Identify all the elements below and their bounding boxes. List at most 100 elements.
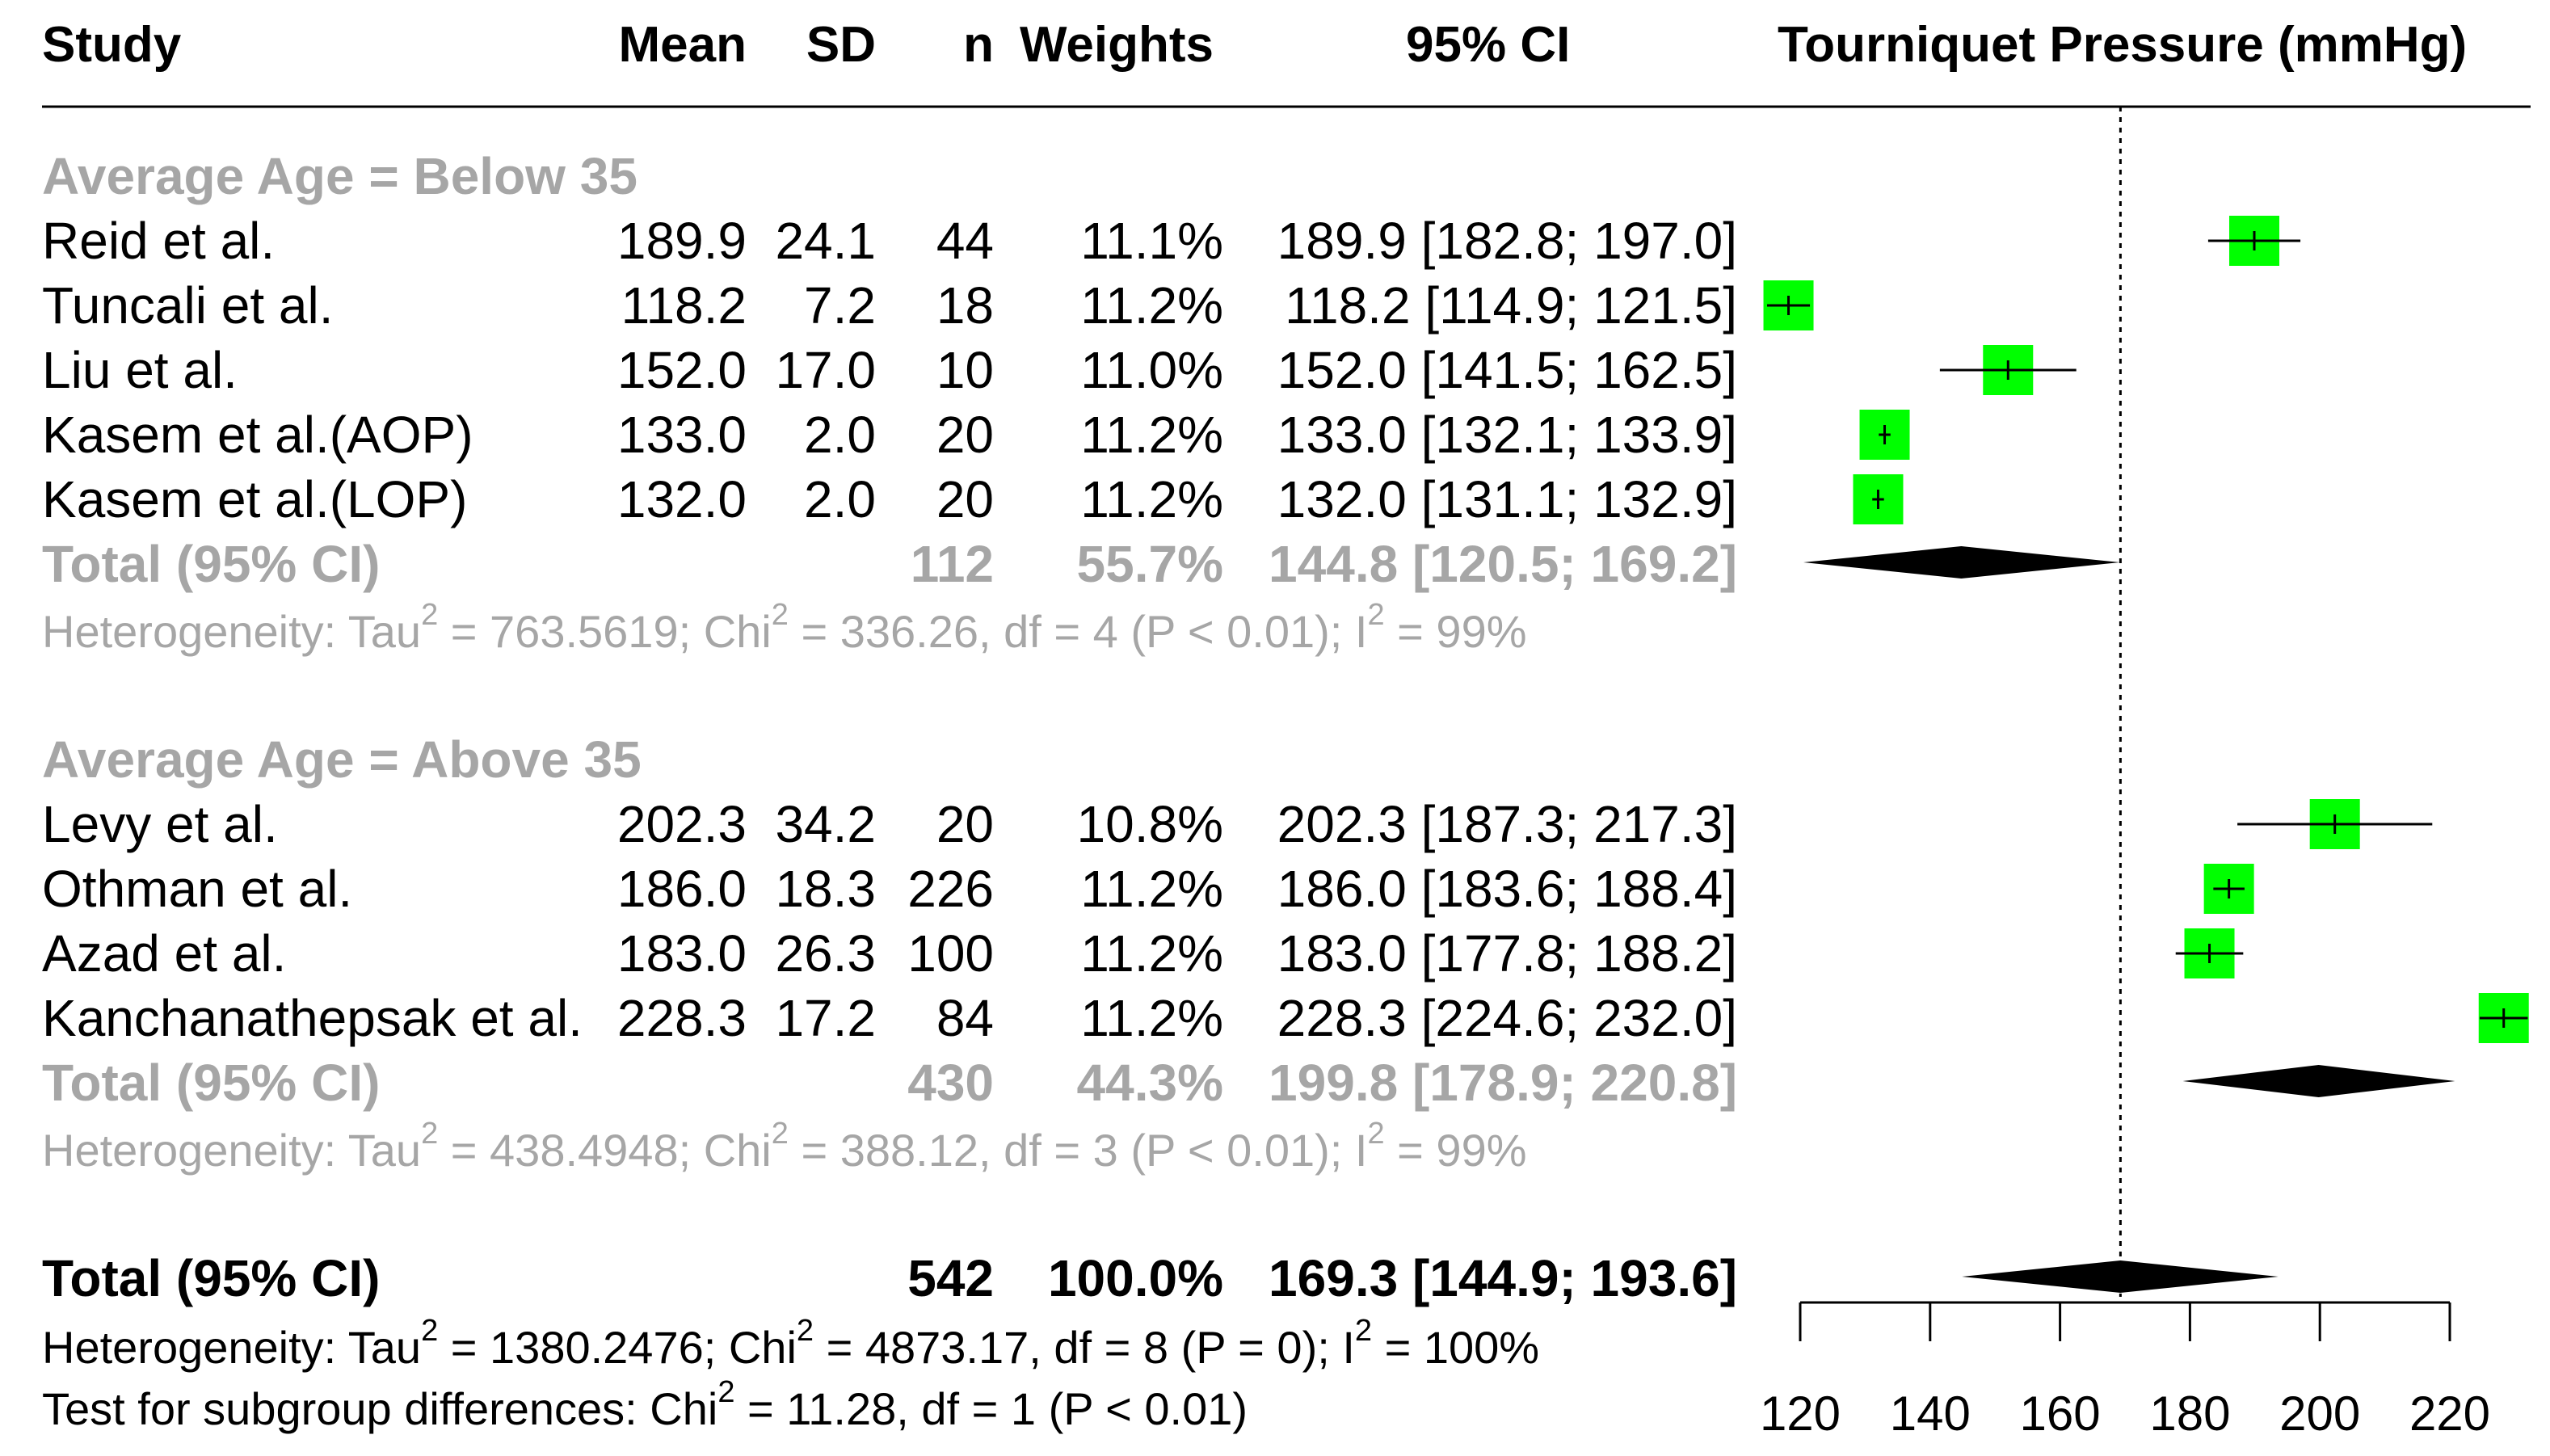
x-axis-tick-label: 220 [2409,1387,2490,1441]
study-mean: 189.9 [616,212,747,270]
study-n: 10 [936,341,994,399]
subgroup-total-ci: 144.8 [120.5; 169.2] [1269,535,1737,593]
header-weights: Weights [1020,17,1214,73]
x-axis-tick-label: 120 [1760,1387,1841,1441]
study-mean: 132.0 [616,470,747,528]
study-ci: 189.9 [182.8; 197.0] [1277,212,1737,270]
header-mean: Mean [618,17,747,73]
x-axis-tick-label: 200 [2279,1387,2360,1441]
heterogeneity-text: Test for subgroup differences: Chi [42,1383,718,1434]
subgroup-heterogeneity: Heterogeneity: Tau2 = 438.4948; Chi2 = 3… [42,1118,1527,1176]
study-name: Kasem et al.(LOP) [42,470,468,528]
heterogeneity-text: = 99% [1384,606,1527,657]
study-n: 84 [936,989,994,1047]
header-ci: 95% CI [1406,17,1571,73]
subgroup-total-label: Total (95% CI) [42,535,381,593]
study-ci: 133.0 [132.1; 133.9] [1277,406,1737,464]
study-name: Liu et al. [42,341,238,399]
study-mean: 228.3 [616,989,747,1047]
overall-diamond [1962,1260,2279,1293]
subgroup-diamond [2182,1065,2455,1097]
subgroup-total-n: 112 [910,535,994,593]
study-n: 20 [936,406,994,464]
subgroup-heterogeneity: Heterogeneity: Tau2 = 763.5619; Chi2 = 3… [42,600,1527,657]
study-n: 18 [936,276,994,335]
study-weight: 11.2% [1080,924,1223,983]
subgroup-total-weight: 55.7% [1076,535,1223,593]
x-axis-tick-label: 160 [2020,1387,2101,1441]
study-name: Levy et al. [42,795,278,853]
study-name: Kanchanathepsak et al. [42,989,583,1047]
header-n: n [963,17,994,73]
superscript: 2 [771,1117,789,1151]
heterogeneity-text: = 11.28, df = 1 (P < 0.01) [734,1383,1248,1434]
study-mean: 118.2 [621,276,747,335]
study-n: 20 [936,470,994,528]
group-title: Average Age = Above 35 [42,730,642,789]
study-sd: 24.1 [775,212,876,270]
study-sd: 2.0 [804,470,876,528]
study-weight: 11.2% [1080,860,1223,918]
heterogeneity-text: = 1380.2476; Chi [438,1322,797,1373]
subgroup-total-label: Total (95% CI) [42,1054,381,1112]
study-weight: 11.2% [1080,470,1223,528]
superscript: 2 [421,598,439,632]
overall-heterogeneity: Heterogeneity: Tau2 = 1380.2476; Chi2 = … [42,1315,1540,1373]
study-ci: 132.0 [131.1; 132.9] [1277,470,1737,528]
study-sd: 17.2 [775,989,876,1047]
heterogeneity-text: = 100% [1372,1322,1540,1373]
study-name: Reid et al. [42,212,276,270]
overall-total-ci: 169.3 [144.9; 193.6] [1269,1249,1737,1307]
x-axis-tick-label: 140 [1890,1387,1971,1441]
subgroup-total-weight: 44.3% [1076,1054,1223,1112]
superscript: 2 [771,598,789,632]
study-name: Othman et al. [42,860,353,918]
heterogeneity-text: = 763.5619; Chi [438,606,772,657]
study-mean: 133.0 [616,406,747,464]
study-sd: 26.3 [775,924,876,983]
study-mean: 183.0 [616,924,747,983]
header-sd: SD [806,17,876,73]
study-ci: 228.3 [224.6; 232.0] [1277,989,1737,1047]
group-title: Average Age = Below 35 [42,147,638,205]
study-sd: 17.0 [775,341,876,399]
superscript: 2 [1367,598,1385,632]
header-axis-title: Tourniquet Pressure (mmHg) [1778,17,2468,73]
study-mean: 152.0 [616,341,747,399]
study-ci: 202.3 [187.3; 217.3] [1277,795,1737,853]
study-n: 226 [907,860,994,918]
subgroup-total-n: 430 [907,1054,994,1112]
superscript: 2 [1367,1117,1385,1151]
study-weight: 11.2% [1080,276,1223,335]
heterogeneity-text: = 99% [1384,1125,1527,1176]
heterogeneity-text: Heterogeneity: Tau [42,1322,422,1373]
study-n: 20 [936,795,994,853]
superscript: 2 [1354,1314,1373,1348]
study-sd: 18.3 [775,860,876,918]
header-study: Study [42,17,182,73]
study-sd: 2.0 [804,406,876,464]
heterogeneity-text: = 438.4948; Chi [438,1125,772,1176]
superscript: 2 [717,1375,735,1409]
heterogeneity-text: Heterogeneity: Tau [42,606,422,657]
x-axis-tick-label: 180 [2149,1387,2230,1441]
study-name: Azad et al. [42,924,287,983]
study-weight: 11.2% [1080,989,1223,1047]
study-n: 100 [907,924,994,983]
study-name: Tuncali et al. [42,276,334,335]
superscript: 2 [421,1314,439,1348]
study-sd: 7.2 [804,276,876,335]
study-mean: 186.0 [616,860,747,918]
heterogeneity-text: = 4873.17, df = 8 (P = 0); I [814,1322,1355,1373]
study-sd: 34.2 [775,795,876,853]
study-ci: 152.0 [141.5; 162.5] [1277,341,1737,399]
study-weight: 10.8% [1076,795,1223,853]
heterogeneity-text: = 388.12, df = 3 (P < 0.01); I [788,1125,1368,1176]
study-ci: 186.0 [183.6; 188.4] [1277,860,1737,918]
study-weight: 11.2% [1080,406,1223,464]
heterogeneity-text: Heterogeneity: Tau [42,1125,422,1176]
superscript: 2 [421,1117,439,1151]
study-n: 44 [936,212,994,270]
subgroup-total-ci: 199.8 [178.9; 220.8] [1269,1054,1737,1112]
